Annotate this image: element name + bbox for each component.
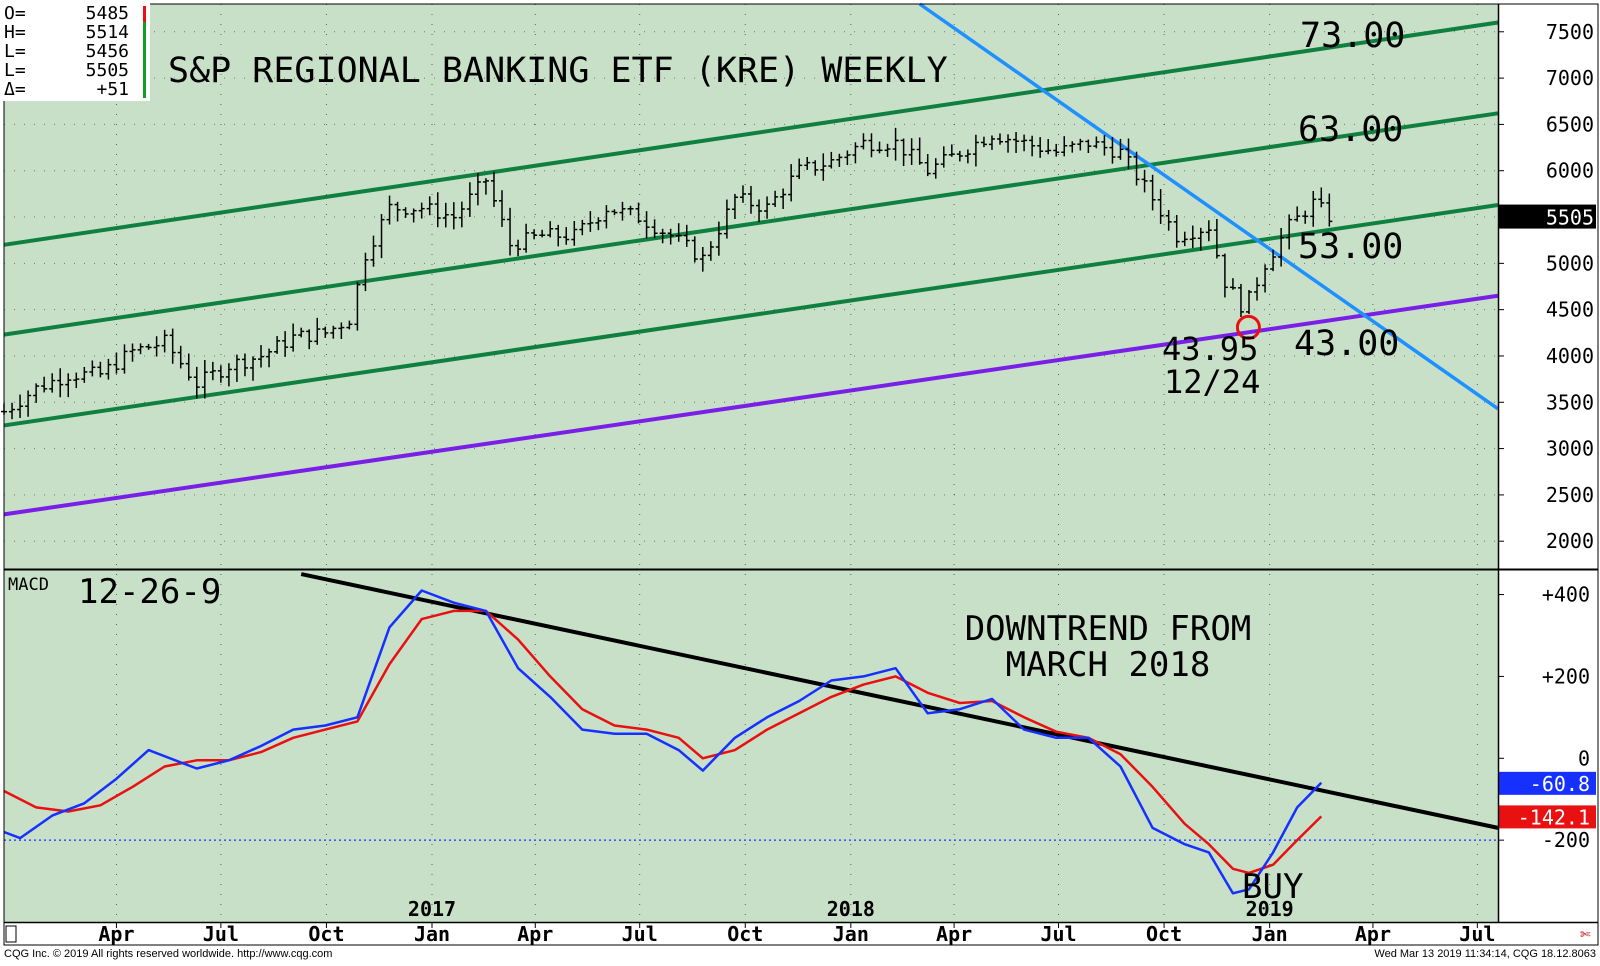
downtrend-annotation-line1: DOWNTREND FROM [965, 609, 1252, 649]
macd-value-tag: -60.8 [1530, 772, 1590, 796]
macd-title: MACD [8, 575, 49, 595]
chart-title: S&P REGIONAL BANKING ETF (KRE) WEEKLY [168, 51, 948, 91]
month-label: Oct [308, 922, 344, 946]
channel-label-43: 43.00 [1294, 324, 1399, 364]
price-axis-label: 5000 [1546, 251, 1594, 275]
buy-signal-label: BUY [1242, 867, 1303, 907]
downtrend-annotation-line2: MARCH 2018 [1006, 645, 1211, 685]
macd-axis-label: +400 [1542, 583, 1590, 607]
ohlc-value-open: 5485 [86, 3, 129, 24]
ohlc-label-change: Δ= [4, 79, 26, 100]
month-label: Apr [98, 922, 134, 946]
month-label: Oct [727, 922, 763, 946]
ohlc-label-low: L= [4, 41, 26, 62]
low-date-label: 12/24 [1164, 363, 1260, 401]
price-axis-label: 7500 [1546, 20, 1594, 44]
ohlc-value-change: +51 [96, 79, 129, 100]
ohlc-value-low: 5456 [86, 41, 129, 62]
tool-icon[interactable]: ✄ [1580, 924, 1591, 945]
month-label: Jan [1252, 922, 1288, 946]
ohlc-value-high: 5514 [86, 22, 129, 43]
month-label: Jul [622, 922, 658, 946]
ohlc-value-last: 5505 [86, 60, 129, 81]
ohlc-label-high: H= [4, 22, 26, 43]
price-axis-label: 6500 [1546, 112, 1594, 136]
signal-value-tag: -142.1 [1518, 805, 1590, 829]
month-label: Apr [1355, 922, 1391, 946]
price-axis-label: 2500 [1546, 483, 1594, 507]
macd-axis-label: -200 [1542, 828, 1590, 852]
price-axis-label: 2000 [1546, 529, 1594, 553]
last-price-tag: 5505 [1546, 206, 1594, 230]
month-label: Jan [833, 922, 869, 946]
scroll-handle[interactable] [6, 926, 16, 942]
month-label: Oct [1146, 922, 1182, 946]
year-label: 2018 [827, 897, 875, 921]
month-label: Jan [414, 922, 450, 946]
year-label: 2017 [408, 897, 456, 921]
price-axis-label: 6000 [1546, 159, 1594, 183]
channel-label-73: 73.00 [1300, 16, 1405, 56]
ohlc-label-open: O= [4, 3, 26, 24]
channel-label-63: 63.00 [1298, 110, 1403, 150]
price-axis-label: 4000 [1546, 344, 1594, 368]
macd-axis-label: +200 [1542, 664, 1590, 688]
ohlc-label-last: L= [4, 60, 26, 81]
price-axis-label: 7000 [1546, 66, 1594, 90]
month-label: Jul [203, 922, 239, 946]
macd-params: 12-26-9 [78, 572, 221, 612]
channel-label-53: 53.00 [1298, 227, 1403, 267]
footer-copyright: CQG Inc. © 2019 All rights reserved worl… [4, 948, 332, 960]
month-label: Apr [517, 922, 553, 946]
month-label: Jul [1040, 922, 1076, 946]
price-axis-label: 4500 [1546, 298, 1594, 322]
footer-timestamp: Wed Mar 13 2019 11:34:14, CQG 18.12.8063 [1374, 948, 1596, 960]
month-label: Apr [936, 922, 972, 946]
month-label: Jul [1459, 922, 1495, 946]
macd-axis-label: 0 [1578, 746, 1590, 770]
price-axis-label: 3000 [1546, 437, 1594, 461]
ohlc-readout: O= 5485 H= 5514 L= 5456 L= 5505 Δ= +51 [0, 0, 150, 101]
price-axis-label: 3500 [1546, 390, 1594, 414]
